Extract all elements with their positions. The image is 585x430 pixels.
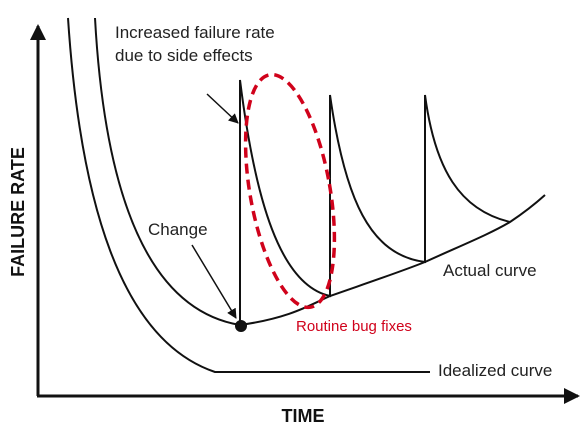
y-axis-label: FAILURE RATE (8, 147, 28, 277)
annotation: Actual curve (443, 261, 537, 280)
side-effects-arrow (206, 93, 239, 124)
annotation: due to side effects (115, 46, 253, 65)
annotation: Change (148, 220, 208, 239)
change-point (235, 320, 247, 332)
annotation: Increased failure rate (115, 23, 275, 42)
change-arrow (191, 244, 237, 319)
x-axis-label: TIME (282, 406, 325, 426)
idealized-curve (67, 17, 430, 373)
annotation: Routine bug fixes (296, 318, 412, 335)
highlight-ellipse (243, 72, 337, 310)
annotation: Idealized curve (438, 361, 552, 380)
spikes (239, 79, 511, 325)
